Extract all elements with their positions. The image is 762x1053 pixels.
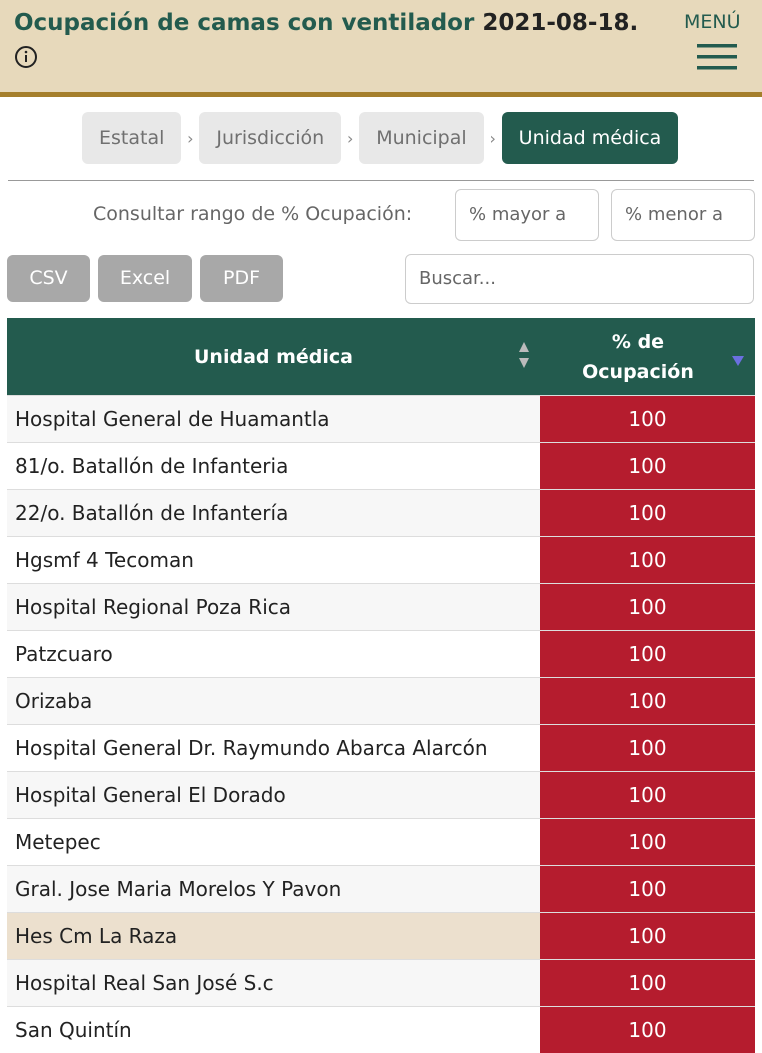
occupancy-value: 100	[540, 913, 755, 960]
unit-name: Hospital Real San José S.c	[7, 960, 540, 1007]
divider	[8, 180, 754, 181]
column-title: % de Ocupación	[573, 327, 703, 387]
occupancy-value: 100	[540, 819, 755, 866]
min-input[interactable]: % mayor a	[455, 189, 599, 241]
breadcrumb[interactable]: Estatal	[82, 112, 181, 164]
title-date: 2021-08-18.	[482, 10, 638, 36]
occupancy-value: 100	[540, 678, 755, 725]
breadcrumb-separator: ›	[341, 129, 359, 148]
occupancy-value: 100	[540, 631, 755, 678]
table-row[interactable]: Hospital General Dr. Raymundo Abarca Ala…	[7, 725, 755, 772]
info-icon[interactable]	[14, 45, 38, 69]
breadcrumbs: Estatal›Jurisdicción›Municipal›Unidad mé…	[82, 112, 678, 164]
occupancy-value: 100	[540, 1007, 755, 1053]
occupancy-value: 100	[540, 960, 755, 1007]
search-input[interactable]: Buscar...	[405, 254, 754, 304]
page: {"header": {"title": "Ocupación de camas…	[0, 0, 762, 1024]
unit-name: 81/o. Batallón de Infanteria	[7, 443, 540, 490]
export-button[interactable]: PDF	[200, 255, 283, 302]
title-text: Ocupación de camas con ventilador	[14, 10, 474, 36]
breadcrumb-separator: ›	[484, 129, 502, 148]
breadcrumb-separator: ›	[181, 129, 199, 148]
occupancy-value: 100	[540, 396, 755, 443]
occupancy-value: 100	[540, 866, 755, 913]
data-table: Unidad médica % de Ocupación Hospital Ge…	[7, 318, 755, 1053]
column-header[interactable]: Unidad médica	[7, 318, 540, 396]
sort-icon	[731, 355, 745, 367]
unit-name: Hospital General El Dorado	[7, 772, 540, 819]
breadcrumb[interactable]: Jurisdicción	[199, 112, 341, 164]
unit-name: Hospital Regional Poza Rica	[7, 584, 540, 631]
occupancy-value: 100	[540, 584, 755, 631]
occupancy-value: 100	[540, 537, 755, 584]
max-input[interactable]: % menor a	[611, 189, 755, 241]
unit-name: 22/o. Batallón de Infantería	[7, 490, 540, 537]
unit-name: Patzcuaro	[7, 631, 540, 678]
unit-name: Hgsmf 4 Tecoman	[7, 537, 540, 584]
column-title: Unidad médica	[194, 346, 353, 368]
occupancy-value: 100	[540, 490, 755, 537]
page-title: Ocupación de camas con ventilador 2021-0…	[14, 10, 638, 36]
breadcrumb[interactable]: Unidad médica	[502, 112, 679, 164]
filter-label: Consultar rango de % Ocupación:	[93, 203, 412, 225]
occupancy-value: 100	[540, 772, 755, 819]
menu-label[interactable]: MENÚ	[684, 11, 741, 33]
breadcrumb[interactable]: Municipal	[359, 112, 483, 164]
unit-name: San Quintín	[7, 1007, 540, 1053]
unit-name: Gral. Jose Maria Morelos Y Pavon	[7, 866, 540, 913]
unit-name: Orizaba	[7, 678, 540, 725]
unit-name: Metepec	[7, 819, 540, 866]
unit-name: Hospital General de Huamantla	[7, 396, 540, 443]
export-button[interactable]: CSV	[7, 255, 90, 302]
unit-name: Hes Cm La Raza	[7, 913, 540, 960]
export-button[interactable]: Excel	[98, 255, 192, 302]
menu-icon[interactable]	[697, 42, 737, 72]
occupancy-value: 100	[540, 725, 755, 772]
sort-icon	[518, 340, 530, 370]
header: Ocupación de camas con ventilador 2021-0…	[0, 0, 762, 97]
unit-name: Hospital General Dr. Raymundo Abarca Ala…	[7, 725, 540, 772]
occupancy-value: 100	[540, 443, 755, 490]
column-header[interactable]: % de Ocupación	[540, 318, 755, 396]
